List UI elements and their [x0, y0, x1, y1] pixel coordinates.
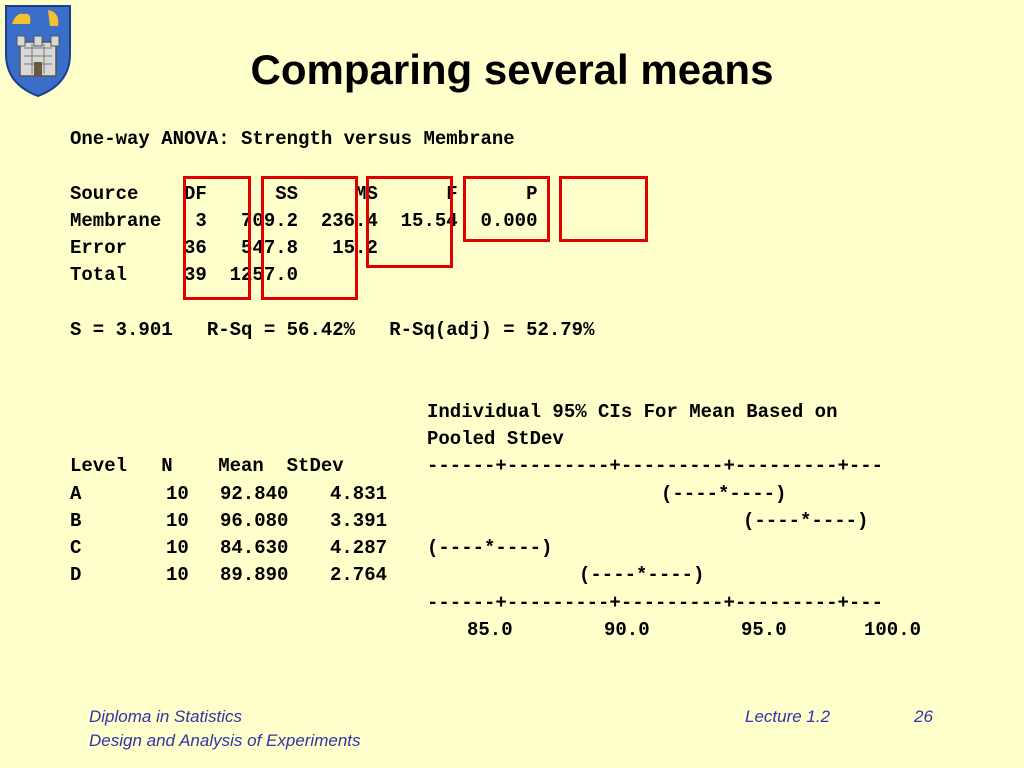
p-column-highlight	[559, 176, 648, 242]
ci-stdev: 4.287	[330, 537, 388, 559]
footer-module: Design and Analysis of Experiments	[89, 731, 361, 750]
university-crest-logo	[5, 5, 71, 98]
ci-mean: 89.890	[220, 564, 289, 586]
anova-heading: One-way ANOVA: Strength versus Membrane	[70, 128, 515, 150]
anova-summary: S = 3.901 R-Sq = 56.42% R-Sq(adj) = 52.7…	[70, 319, 595, 341]
ci-axis-label: 90.0	[604, 619, 650, 641]
ci-stdev: 3.391	[330, 510, 388, 532]
footer-lecture: Lecture 1.2	[745, 707, 831, 726]
ci-interval: (----*----)	[743, 510, 869, 532]
ci-ruler-top: ------+---------+---------+---------+---	[427, 455, 884, 477]
ci-heading-2: Pooled StDev	[427, 428, 564, 450]
ci-n: 10	[166, 510, 189, 532]
ci-n: 10	[166, 483, 189, 505]
ci-stdev: 2.764	[330, 564, 388, 586]
ci-n: 10	[166, 537, 189, 559]
footer-page-number: 26	[914, 707, 933, 726]
ci-table-header: Level N Mean StDev	[70, 455, 344, 477]
footer-course: Diploma in Statistics	[89, 707, 243, 726]
ci-mean: 92.840	[220, 483, 289, 505]
ci-level: B	[70, 510, 82, 532]
ci-mean: 96.080	[220, 510, 289, 532]
ci-mean: 84.630	[220, 537, 289, 559]
ci-axis-label: 100.0	[864, 619, 922, 641]
ci-axis-label: 85.0	[467, 619, 513, 641]
f-column-highlight	[463, 176, 550, 242]
df-column-highlight	[183, 176, 251, 300]
ci-stdev: 4.831	[330, 483, 388, 505]
ci-interval: (----*----)	[661, 483, 787, 505]
ss-column-highlight	[261, 176, 358, 300]
ci-level: A	[70, 483, 82, 505]
ci-ruler-bottom: ------+---------+---------+---------+---	[427, 592, 884, 614]
ci-heading-1: Individual 95% CIs For Mean Based on	[427, 401, 838, 423]
ci-level: D	[70, 564, 82, 586]
ci-interval: (----*----)	[427, 537, 553, 559]
ci-level: C	[70, 537, 82, 559]
ci-interval: (----*----)	[579, 564, 705, 586]
ci-n: 10	[166, 564, 189, 586]
anova-row-membrane: Membrane 3 709.2 236.4 15.54 0.000	[70, 210, 538, 232]
ms-column-highlight	[366, 176, 453, 268]
ci-axis-label: 95.0	[741, 619, 787, 641]
anova-row-error: Error 36 547.8 15.2	[70, 237, 378, 259]
slide-title: Comparing several means	[250, 46, 774, 93]
